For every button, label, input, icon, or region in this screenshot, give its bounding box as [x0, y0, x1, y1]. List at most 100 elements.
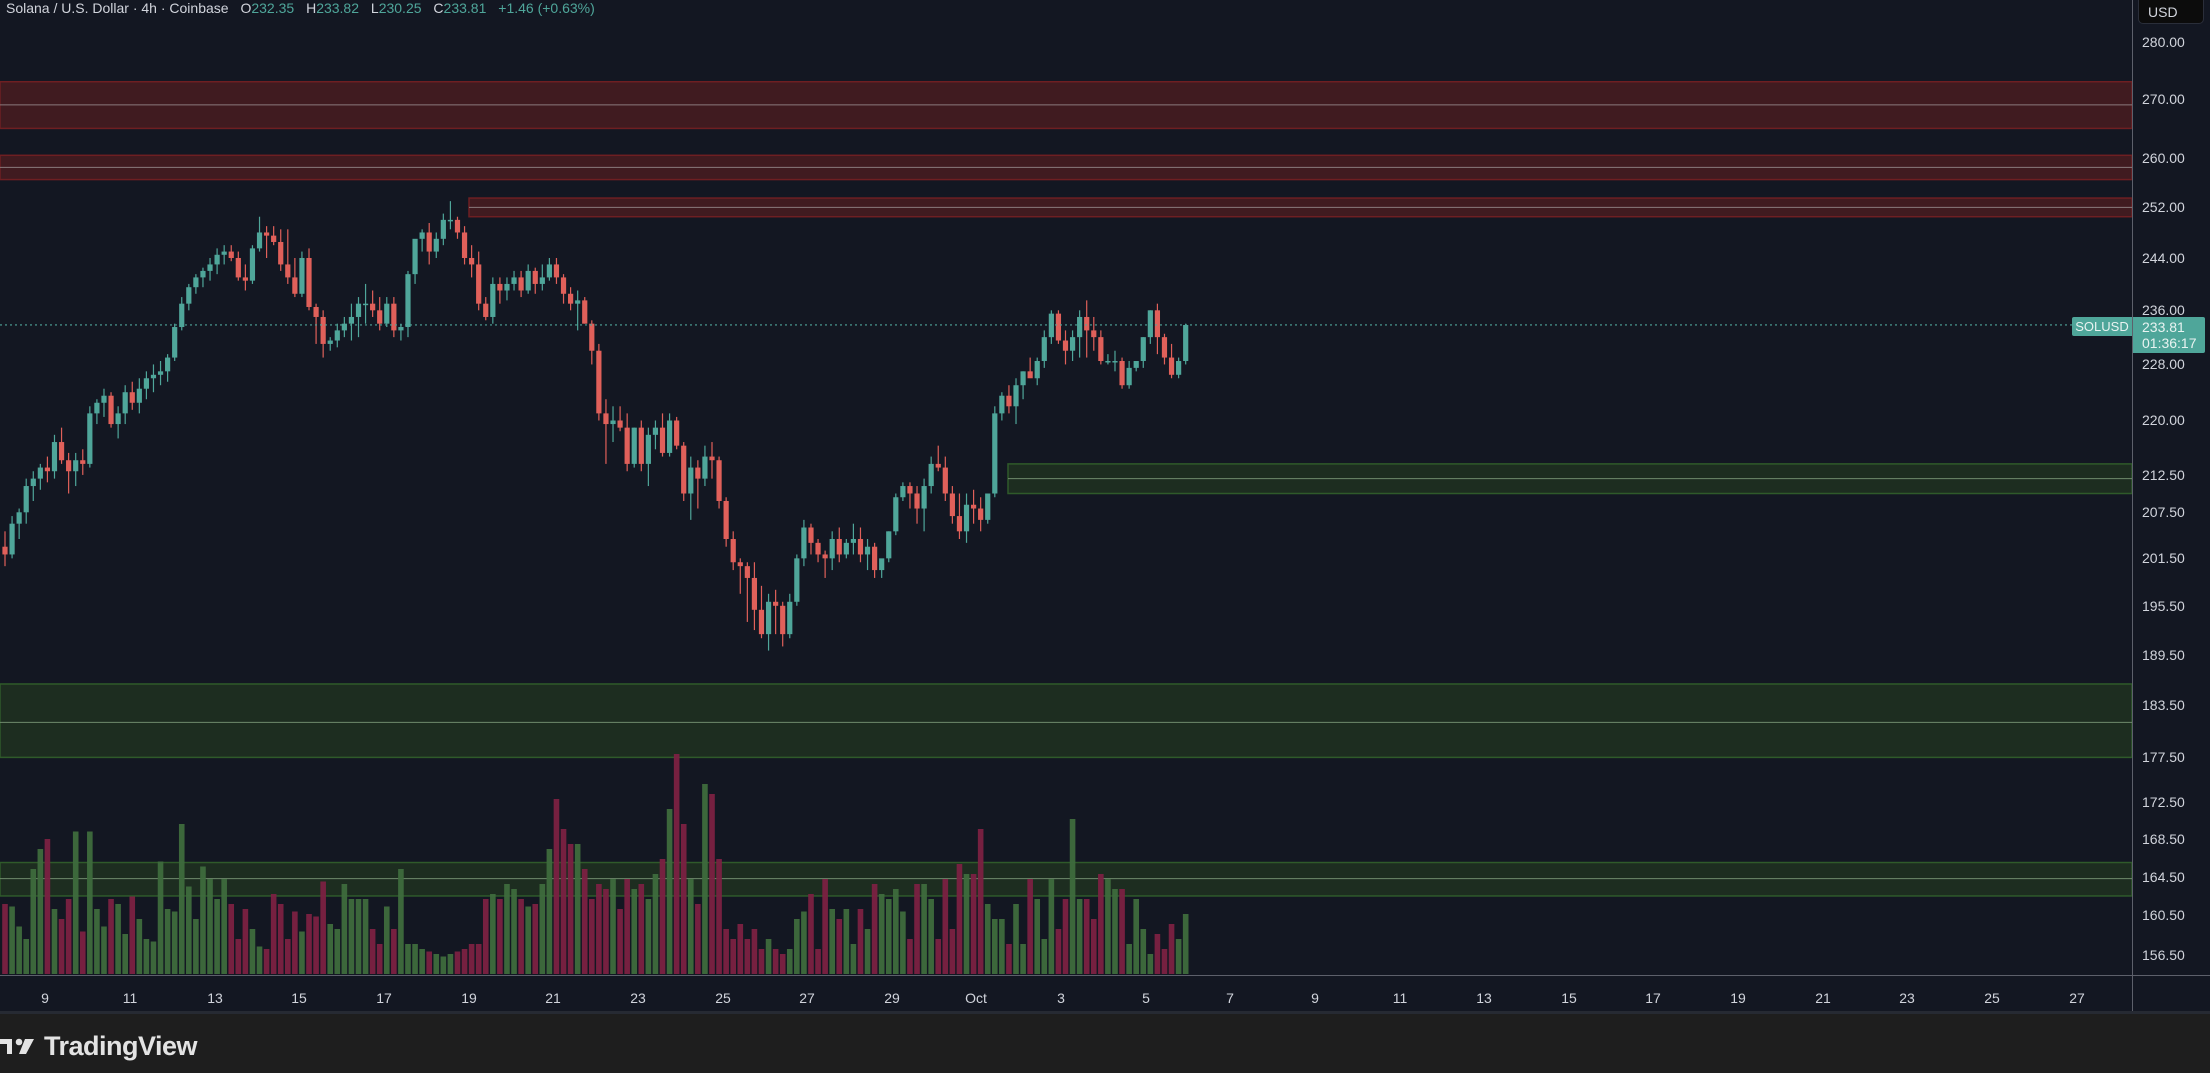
candle-down — [603, 413, 609, 425]
candle-down — [461, 232, 468, 258]
candle-down — [532, 270, 538, 284]
volume-bar — [539, 884, 546, 974]
volume-bar — [37, 849, 44, 974]
volume-bar — [553, 799, 560, 974]
volume-bar — [977, 829, 984, 974]
time-label: 13 — [1476, 990, 1492, 1006]
volume-bar — [532, 904, 539, 974]
currency-button[interactable]: USD — [2138, 0, 2204, 24]
candle-down — [483, 303, 489, 317]
candle-down — [1119, 360, 1125, 386]
volume-bar — [327, 924, 334, 974]
volume-bar — [129, 896, 136, 974]
candle-down — [518, 277, 524, 291]
candle-down — [617, 420, 623, 428]
time-label: 9 — [41, 990, 49, 1006]
volume-bar — [1069, 819, 1076, 974]
volume-bar — [193, 919, 199, 974]
time-label: 21 — [1815, 990, 1831, 1006]
candle-up — [765, 601, 772, 635]
price-label: 280.00 — [2142, 34, 2185, 50]
volume-bar — [999, 919, 1005, 974]
time-label: 25 — [715, 990, 731, 1006]
price-axis[interactable] — [2132, 0, 2210, 975]
candlestick-chart[interactable] — [0, 0, 2132, 975]
candle-down — [978, 508, 984, 520]
candle-up — [165, 357, 171, 372]
volume-bar — [702, 784, 708, 974]
volume-bar — [673, 754, 680, 974]
candle-down — [808, 527, 814, 543]
candle-down — [942, 467, 948, 494]
tradingview-logo-text: TradingView — [44, 1031, 198, 1061]
volume-bar — [1133, 899, 1139, 974]
candle-up — [539, 277, 545, 284]
candle-up — [440, 219, 446, 239]
candle-up — [172, 327, 178, 358]
axis-corner — [2132, 975, 2210, 1012]
candle-down — [2, 546, 8, 555]
candle-down — [263, 232, 270, 236]
price-label: 201.50 — [2142, 550, 2185, 567]
candle-up — [9, 523, 15, 555]
time-axis[interactable] — [0, 975, 2132, 1012]
candle-down — [716, 460, 722, 501]
volume-bar — [1027, 879, 1033, 974]
candle-up — [1176, 360, 1182, 375]
volume-bar — [907, 939, 913, 974]
volume-bar — [786, 949, 793, 974]
candle-up — [186, 287, 192, 304]
volume-bar — [292, 911, 298, 974]
candle-down — [560, 277, 567, 294]
candle-up — [546, 264, 552, 278]
last-price-value: 233.81 — [2142, 319, 2185, 335]
volume-bar — [433, 954, 440, 974]
volume-bar — [914, 884, 920, 974]
candle-up — [405, 274, 411, 328]
volume-bar — [65, 899, 72, 974]
symbol-title[interactable]: Solana / U.S. Dollar · 4h · Coinbase — [6, 0, 229, 16]
candle-down — [730, 538, 736, 563]
candle-down — [907, 486, 913, 494]
volume-bar — [1112, 889, 1118, 974]
volume-bar — [263, 949, 270, 974]
volume-bar — [200, 866, 206, 974]
price-label: 228.00 — [2142, 356, 2185, 373]
volume-bar — [369, 929, 376, 974]
volume-bar — [306, 914, 312, 974]
price-label: 160.50 — [2142, 907, 2185, 924]
candle-down — [956, 516, 963, 532]
volume-bar — [341, 884, 348, 974]
volume-bar — [589, 899, 595, 974]
volume-bar — [164, 909, 171, 974]
candle-down — [695, 467, 701, 479]
candle-down — [914, 493, 920, 509]
volume-bar — [249, 929, 256, 974]
volume-bar — [504, 884, 510, 974]
candle-down — [228, 251, 234, 258]
low-label: L — [370, 0, 379, 16]
volume-bar — [984, 904, 991, 974]
volume-bar — [475, 944, 482, 974]
volume-bar — [178, 824, 185, 974]
candle-down — [872, 546, 878, 571]
close-label: C — [433, 0, 444, 16]
candle-up — [51, 442, 58, 472]
candle-up — [87, 413, 93, 464]
candle-down — [80, 460, 86, 464]
candle-down — [815, 542, 821, 555]
volume-bar — [737, 924, 744, 974]
candle-up — [1140, 337, 1146, 361]
chart-pane[interactable]: Solana / U.S. Dollar · 4h · Coinbase O23… — [0, 0, 2132, 975]
tradingview-logo-icon — [0, 1038, 34, 1054]
volume-bar — [1048, 879, 1055, 974]
price-label: 260.00 — [2142, 150, 2185, 167]
price-label: 172.50 — [2142, 794, 2185, 811]
tradingview-logo[interactable]: TradingView — [0, 1031, 198, 1062]
volume-bar — [687, 879, 694, 974]
candle-down — [242, 277, 248, 281]
volume-layer — [2, 754, 1189, 974]
footer — [0, 1011, 2210, 1073]
time-label: 27 — [2069, 990, 2085, 1006]
volume-bar — [836, 919, 843, 974]
